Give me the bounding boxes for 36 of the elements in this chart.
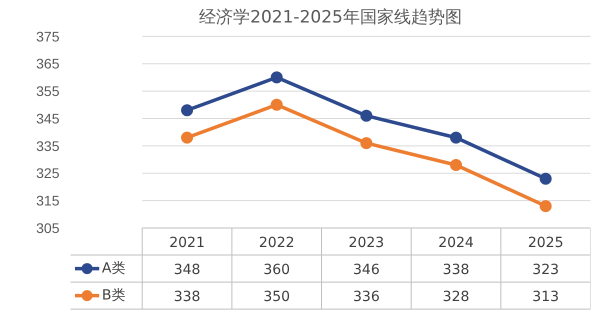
data-label: 350 [263, 289, 290, 306]
x-tick-label: 2021 [169, 235, 205, 252]
y-tick-label: 355 [36, 83, 60, 100]
data-label: 336 [353, 289, 380, 306]
point [181, 132, 194, 144]
data-label: 348 [174, 262, 200, 278]
legend-label: B类 [102, 288, 126, 304]
y-tick-label: 325 [36, 165, 60, 182]
point [181, 104, 194, 116]
point [360, 110, 372, 122]
y-tick-label: 335 [36, 138, 60, 154]
data-label: 328 [442, 289, 470, 306]
y-tick-label: 315 [36, 192, 60, 209]
data-label: 360 [263, 262, 290, 278]
x-tick-label: 2025 [528, 235, 564, 252]
point [540, 172, 552, 185]
y-tick-label: 305 [36, 220, 60, 236]
data-label: 323 [532, 262, 560, 278]
y-tick-label: 345 [36, 110, 60, 126]
point [360, 137, 372, 150]
data-label: 338 [174, 289, 200, 306]
y-tick-label: 375 [36, 28, 60, 44]
point [450, 132, 462, 144]
chart-title: 经济学2021-2025年国家线趋势图 [199, 8, 462, 28]
data-label: 338 [442, 262, 470, 278]
x-tick-label: 2023 [348, 235, 384, 252]
data-label: 313 [532, 289, 560, 306]
point [540, 200, 552, 212]
point [450, 159, 462, 171]
data-label: 346 [353, 262, 380, 278]
x-tick-label: 2024 [438, 235, 474, 252]
point [270, 98, 283, 111]
legend-label: A类 [102, 260, 126, 277]
x-tick-label: 2022 [258, 235, 295, 252]
point [270, 71, 283, 84]
y-tick-label: 365 [36, 56, 60, 72]
